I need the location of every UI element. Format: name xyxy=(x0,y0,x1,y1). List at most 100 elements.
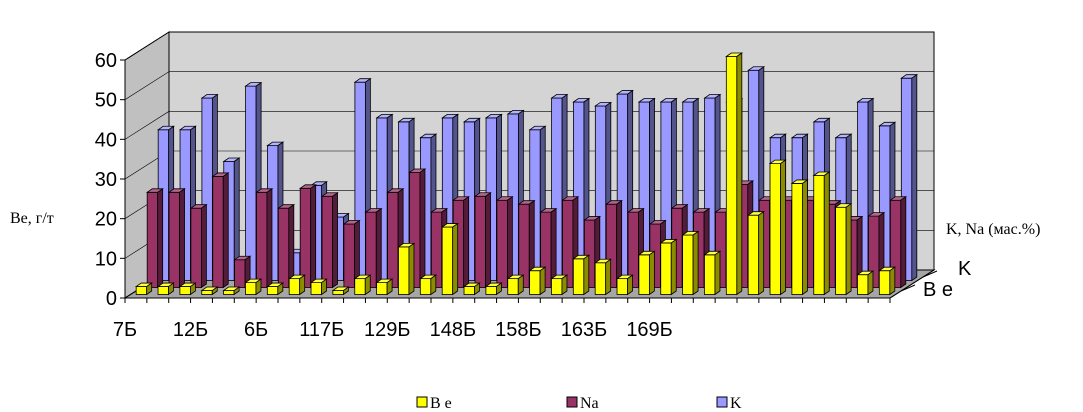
bar-side xyxy=(452,222,459,296)
bar-side xyxy=(332,191,338,289)
legend-swatch-k xyxy=(716,396,728,408)
bar xyxy=(528,266,547,296)
bar-front xyxy=(245,282,257,295)
bar-front xyxy=(529,270,541,295)
bar xyxy=(768,159,787,296)
bar xyxy=(473,191,492,289)
bar xyxy=(878,266,897,296)
bar-front xyxy=(507,278,519,295)
y-tick-label: 60 xyxy=(95,50,117,72)
bar xyxy=(495,195,514,289)
bar-side xyxy=(845,202,852,296)
bar-front xyxy=(594,262,607,295)
bar xyxy=(517,199,536,289)
bar-side xyxy=(485,191,491,289)
bar-side xyxy=(605,258,612,296)
bar xyxy=(725,52,744,296)
bar xyxy=(189,203,208,289)
bar-front xyxy=(835,206,847,295)
bar-front xyxy=(310,282,322,295)
bar xyxy=(255,188,274,289)
bar xyxy=(178,282,197,296)
bar xyxy=(211,172,230,289)
bar-front xyxy=(616,278,628,295)
bar xyxy=(681,230,700,296)
bar xyxy=(604,199,623,289)
bar xyxy=(244,278,263,296)
bar-front xyxy=(146,191,159,288)
bar-front xyxy=(551,278,563,295)
bar-front xyxy=(704,254,716,295)
x-tick-label: 158Б xyxy=(495,319,542,341)
bar-front xyxy=(572,258,585,295)
bar-front xyxy=(496,199,508,288)
bar-front xyxy=(179,286,191,295)
bar-side xyxy=(801,179,808,296)
y-tick-label: 30 xyxy=(95,169,117,191)
bar xyxy=(856,270,875,296)
bar xyxy=(615,274,634,296)
bar xyxy=(440,222,459,296)
bar-front xyxy=(343,223,355,288)
bar xyxy=(506,274,525,296)
legend-swatch-na xyxy=(566,396,578,408)
bar xyxy=(550,274,569,296)
bar-front xyxy=(769,163,781,295)
bar xyxy=(320,191,339,289)
depth-tick xyxy=(900,284,916,292)
bar-side xyxy=(889,266,896,296)
bar xyxy=(539,207,558,289)
bar xyxy=(397,242,416,296)
bar-front xyxy=(157,286,169,295)
bar-front xyxy=(299,187,312,288)
bar-side xyxy=(474,282,480,296)
bar-side xyxy=(419,168,426,289)
bar-front xyxy=(332,290,344,295)
y-tick-label: 0 xyxy=(106,288,117,310)
bar-side xyxy=(627,274,633,296)
bar-front xyxy=(277,207,290,288)
bar-side xyxy=(310,184,317,289)
bar-side xyxy=(736,52,743,296)
bar-front xyxy=(354,278,366,295)
bar-side xyxy=(179,188,185,289)
bar-side xyxy=(823,171,830,296)
bar-side xyxy=(222,172,229,289)
gridline-60 xyxy=(124,31,934,61)
bar-side xyxy=(911,73,918,282)
bar-side xyxy=(648,250,655,296)
series-be xyxy=(134,52,897,296)
x-tick-label: 163Б xyxy=(561,319,608,341)
bar xyxy=(637,250,656,296)
y-tick-label: 50 xyxy=(95,90,117,112)
bar-front xyxy=(245,85,257,281)
bar-side xyxy=(495,282,502,296)
bar xyxy=(331,286,350,296)
bar-front xyxy=(474,195,486,288)
bar xyxy=(484,282,503,296)
bar-side xyxy=(255,278,262,296)
bar-front xyxy=(212,176,224,288)
bar-side xyxy=(189,282,196,296)
gridline-40 xyxy=(124,111,934,140)
bar xyxy=(134,282,153,296)
bar-side xyxy=(157,188,164,289)
x-tick-label: 6Б xyxy=(244,319,268,341)
bar-front xyxy=(463,286,475,295)
bar xyxy=(277,203,296,289)
bar xyxy=(375,278,394,296)
bar xyxy=(889,195,908,289)
bar-front xyxy=(201,290,213,295)
bar xyxy=(309,278,328,296)
bar xyxy=(419,274,438,296)
x-tick-label: 148Б xyxy=(430,319,477,341)
bar xyxy=(572,254,591,296)
bar-front xyxy=(857,274,869,295)
bar-front xyxy=(288,278,301,295)
bar xyxy=(593,258,612,296)
bar-front xyxy=(441,226,454,295)
bar xyxy=(790,179,809,296)
bar-side xyxy=(375,207,382,289)
bar xyxy=(145,188,164,289)
bar xyxy=(812,171,831,296)
